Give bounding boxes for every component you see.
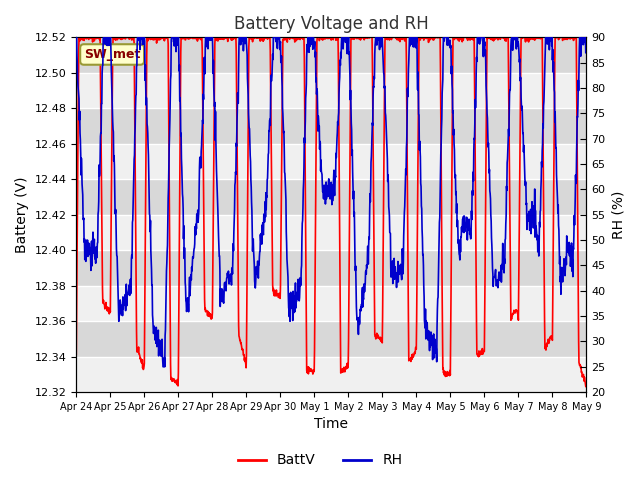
- Bar: [76, 37, 586, 73]
- Line: BattV: BattV: [76, 37, 586, 387]
- BattV: [112, 35, 120, 40]
- RH: [363, 265, 371, 271]
- BattV: [582, 383, 590, 388]
- Line: RH: RH: [76, 37, 586, 367]
- Bar: [76, 108, 586, 144]
- Title: Battery Voltage and RH: Battery Voltage and RH: [234, 15, 429, 33]
- RH: [159, 364, 167, 370]
- Legend: BattV, RH: BattV, RH: [232, 448, 408, 473]
- BattV: [289, 36, 297, 41]
- Y-axis label: RH (%): RH (%): [611, 191, 625, 239]
- BattV: [72, 351, 80, 357]
- RH: [72, 35, 80, 40]
- BattV: [133, 349, 141, 355]
- RH: [309, 47, 317, 52]
- X-axis label: Time: Time: [314, 418, 348, 432]
- BattV: [582, 384, 590, 390]
- RH: [112, 207, 120, 213]
- BattV: [300, 35, 307, 40]
- Text: SW_met: SW_met: [84, 48, 140, 61]
- RH: [132, 63, 140, 69]
- RH: [582, 37, 590, 43]
- Bar: [76, 179, 586, 215]
- BattV: [363, 35, 371, 40]
- RH: [289, 288, 297, 294]
- Bar: [76, 321, 586, 357]
- Bar: [76, 250, 586, 286]
- RH: [300, 180, 307, 185]
- BattV: [75, 35, 83, 40]
- BattV: [309, 371, 317, 377]
- Y-axis label: Battery (V): Battery (V): [15, 177, 29, 253]
